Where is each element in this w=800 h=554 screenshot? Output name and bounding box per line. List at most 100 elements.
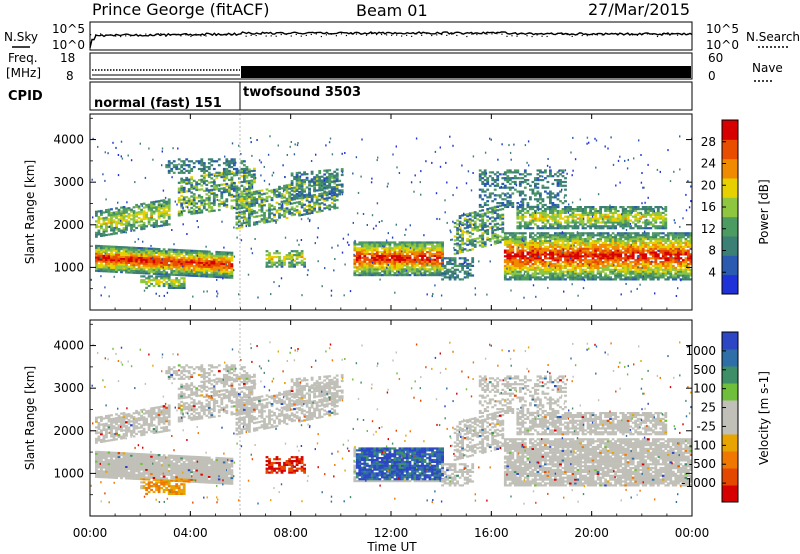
- power-cell: [644, 257, 648, 260]
- power-cell: [355, 251, 359, 254]
- power-cell: [391, 266, 394, 269]
- power-cell: [576, 206, 580, 209]
- power-cell: [581, 241, 585, 244]
- power-cell: [576, 217, 580, 220]
- power-cell: [508, 264, 512, 267]
- power-cell: [165, 202, 169, 205]
- power-cell: [506, 261, 510, 264]
- power-cell: [363, 272, 367, 275]
- power-cell: [661, 255, 665, 258]
- power-cell: [202, 250, 206, 253]
- power-cell: [639, 241, 643, 244]
- power-cell: [659, 238, 663, 241]
- power-cell: [651, 251, 655, 254]
- power-cell: [210, 181, 214, 184]
- power-cell: [373, 266, 377, 269]
- power-cell: [115, 266, 118, 270]
- power-cell: [222, 167, 226, 171]
- power-cell: [185, 178, 189, 181]
- power-cell: [132, 229, 136, 232]
- power-cell: [165, 263, 169, 266]
- power-cell: [687, 243, 690, 246]
- power-cell: [611, 261, 615, 264]
- power-cell: [554, 270, 557, 273]
- power-cell: [248, 197, 251, 200]
- power-cell: [599, 236, 602, 239]
- power-cell: [162, 201, 166, 204]
- power-cell: [579, 213, 582, 216]
- power-cell: [576, 253, 580, 256]
- power-cell: [518, 225, 522, 228]
- power-cell: [353, 247, 357, 250]
- power-cell: [468, 264, 472, 267]
- power-cell: [406, 247, 409, 250]
- power-cell: [661, 236, 665, 239]
- power-cell: [569, 253, 572, 256]
- power-cell: [300, 250, 304, 253]
- power-cell: [669, 274, 673, 277]
- power-cell: [212, 196, 216, 199]
- power-cell: [182, 167, 186, 171]
- power-cell: [661, 245, 665, 248]
- power-cell: [466, 274, 469, 277]
- power-cell: [651, 261, 655, 264]
- power-cell: [235, 208, 239, 211]
- power-cell: [175, 250, 179, 253]
- power-cell: [493, 219, 497, 222]
- power-cell: [250, 214, 254, 217]
- power-cell: [290, 254, 294, 257]
- power-cell: [386, 258, 389, 261]
- power-cell: [518, 227, 522, 230]
- power-cell: [609, 255, 612, 258]
- power-cell: [664, 262, 668, 266]
- power-cell: [534, 217, 537, 220]
- power-cell: [521, 219, 525, 222]
- power-cell: [446, 262, 449, 266]
- power-cell: [441, 254, 444, 257]
- power-cell: [651, 270, 655, 273]
- power-cell: [559, 211, 562, 214]
- power-cell: [604, 243, 607, 246]
- power-cell: [396, 251, 399, 254]
- power-cell: [220, 260, 224, 263]
- power-cell: [373, 254, 377, 257]
- power-cell: [684, 261, 688, 264]
- power-cell: [661, 247, 665, 250]
- power-cell: [235, 189, 239, 192]
- power-cell: [323, 197, 327, 200]
- power-cell: [238, 187, 241, 190]
- power-cell: [641, 261, 645, 264]
- power-cell: [531, 217, 535, 220]
- power-cell: [674, 266, 678, 269]
- power-cell: [172, 164, 176, 167]
- power-cell: [205, 254, 209, 257]
- power-cell: [576, 264, 580, 267]
- power-cell: [122, 213, 126, 216]
- power-cell: [233, 185, 236, 188]
- power-cell: [559, 276, 562, 279]
- power-cell: [541, 219, 545, 222]
- power-cell: [611, 251, 615, 254]
- power-cell: [217, 189, 221, 192]
- power-cell: [599, 234, 602, 237]
- power-cell: [125, 265, 128, 268]
- power-cell: [616, 261, 620, 264]
- power-cell: [360, 247, 364, 250]
- power-cell: [674, 232, 678, 235]
- power-cell: [393, 254, 397, 257]
- power-cell: [523, 255, 527, 258]
- power-cell: [112, 228, 116, 231]
- power-cell: [365, 264, 369, 267]
- power-cell: [601, 262, 605, 266]
- power-cell: [278, 259, 281, 262]
- power-cell: [190, 259, 194, 262]
- power-cell: [182, 286, 186, 289]
- power-cell: [508, 259, 512, 262]
- power-cell: [275, 194, 279, 197]
- power-cell: [260, 199, 264, 202]
- power-cell: [155, 225, 158, 228]
- power-cell: [511, 259, 515, 262]
- power-cell: [165, 254, 169, 257]
- power-cell: [180, 264, 184, 267]
- power-cell: [145, 251, 148, 254]
